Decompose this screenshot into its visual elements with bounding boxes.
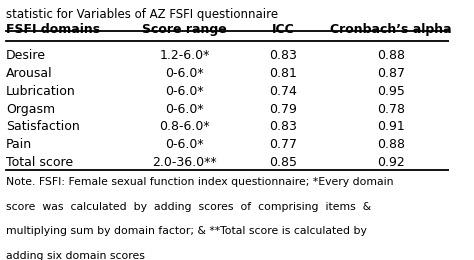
Text: Score range: Score range [143, 23, 227, 36]
Text: 0.95: 0.95 [377, 85, 405, 98]
Text: 1.2-6.0*: 1.2-6.0* [160, 49, 210, 62]
Text: 0.91: 0.91 [377, 120, 404, 133]
Text: 0.88: 0.88 [377, 49, 405, 62]
Text: 0.92: 0.92 [377, 156, 404, 169]
Text: 0-6.0*: 0-6.0* [165, 85, 204, 98]
Text: Desire: Desire [6, 49, 46, 62]
Text: 0.85: 0.85 [269, 156, 297, 169]
Text: adding six domain scores: adding six domain scores [6, 251, 145, 260]
Text: score  was  calculated  by  adding  scores  of  comprising  items  &: score was calculated by adding scores of… [6, 202, 371, 212]
Text: 2.0-36.0**: 2.0-36.0** [153, 156, 217, 169]
Text: 0.83: 0.83 [269, 49, 297, 62]
Text: Cronbach’s alpha: Cronbach’s alpha [330, 23, 451, 36]
Text: 0.74: 0.74 [269, 85, 297, 98]
Text: 0-6.0*: 0-6.0* [165, 67, 204, 80]
Text: ICC: ICC [272, 23, 295, 36]
Text: 0-6.0*: 0-6.0* [165, 138, 204, 151]
Text: Note. FSFI: Female sexual function index questionnaire; *Every domain: Note. FSFI: Female sexual function index… [6, 177, 393, 187]
Text: 0.78: 0.78 [377, 103, 405, 116]
Text: 0.8-6.0*: 0.8-6.0* [160, 120, 210, 133]
Text: Orgasm: Orgasm [6, 103, 55, 116]
Text: 0.83: 0.83 [269, 120, 297, 133]
Text: 0.81: 0.81 [269, 67, 297, 80]
Text: multiplying sum by domain factor; & **Total score is calculated by: multiplying sum by domain factor; & **To… [6, 226, 367, 236]
Text: Satisfaction: Satisfaction [6, 120, 80, 133]
Text: 0.79: 0.79 [269, 103, 297, 116]
Text: statistic for Variables of AZ FSFI questionnaire: statistic for Variables of AZ FSFI quest… [6, 8, 278, 21]
Text: 0.77: 0.77 [269, 138, 297, 151]
Text: 0.87: 0.87 [377, 67, 405, 80]
Text: 0-6.0*: 0-6.0* [165, 103, 204, 116]
Text: Total score: Total score [6, 156, 73, 169]
Text: Pain: Pain [6, 138, 32, 151]
Text: Lubrication: Lubrication [6, 85, 76, 98]
Text: Arousal: Arousal [6, 67, 53, 80]
Text: 0.88: 0.88 [377, 138, 405, 151]
Text: FSFI domains: FSFI domains [6, 23, 100, 36]
